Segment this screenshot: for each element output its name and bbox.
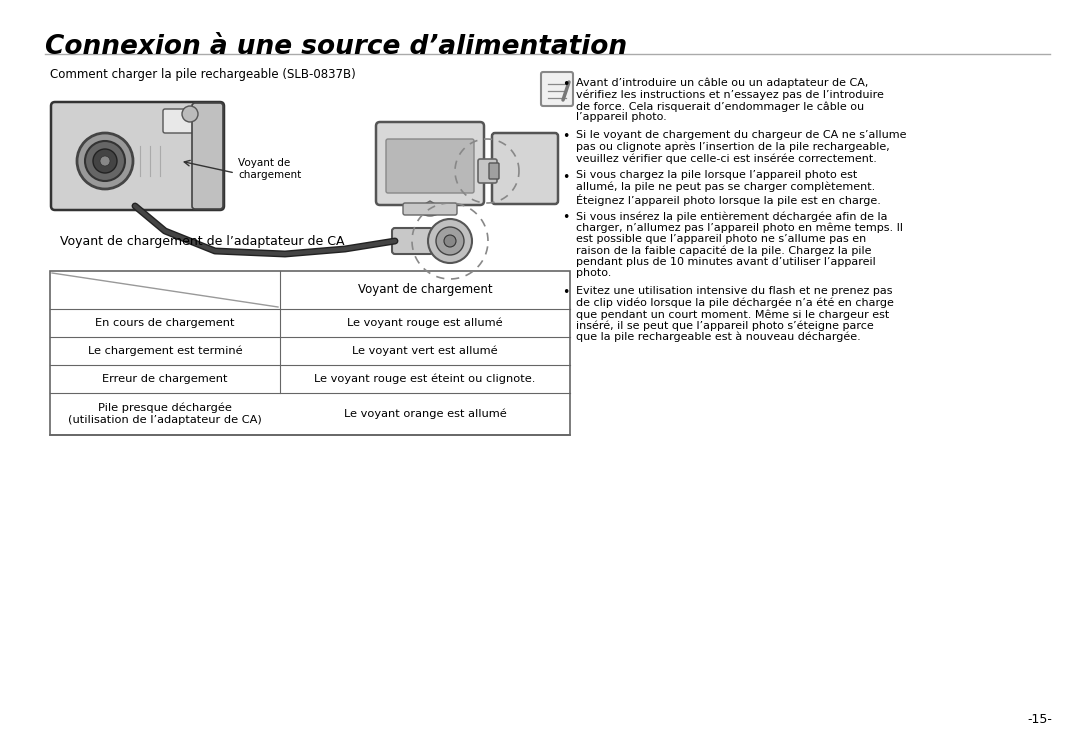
Text: Voyant de chargement de l’adaptateur de CA: Voyant de chargement de l’adaptateur de …	[60, 235, 345, 248]
Text: Le voyant rouge est allumé: Le voyant rouge est allumé	[347, 318, 503, 328]
Circle shape	[100, 156, 110, 166]
Text: pendant plus de 10 minutes avant d’utiliser l’appareil: pendant plus de 10 minutes avant d’utili…	[576, 257, 876, 267]
Text: raison de la faible capacité de la pile. Chargez la pile: raison de la faible capacité de la pile.…	[576, 245, 872, 256]
Circle shape	[85, 141, 125, 181]
Text: Erreur de chargement: Erreur de chargement	[103, 374, 228, 384]
Text: photo.: photo.	[576, 269, 611, 278]
Text: Connexion à une source d’alimentation: Connexion à une source d’alimentation	[45, 34, 627, 60]
Text: est possible que l’appareil photo ne s’allume pas en: est possible que l’appareil photo ne s’a…	[576, 234, 866, 244]
FancyBboxPatch shape	[51, 102, 224, 210]
Text: •: •	[562, 171, 569, 184]
Circle shape	[436, 227, 464, 255]
Text: Le chargement est terminé: Le chargement est terminé	[87, 345, 242, 357]
Text: Si vous chargez la pile lorsque l’appareil photo est: Si vous chargez la pile lorsque l’appare…	[576, 171, 858, 181]
Text: de clip vidéo lorsque la pile déchargée n’a été en charge: de clip vidéo lorsque la pile déchargée …	[576, 298, 894, 308]
FancyBboxPatch shape	[403, 203, 457, 215]
FancyBboxPatch shape	[541, 72, 573, 106]
Text: inséré, il se peut que l’appareil photo s’éteigne parce: inséré, il se peut que l’appareil photo …	[576, 321, 874, 331]
Wedge shape	[417, 201, 443, 216]
Text: Si le voyant de chargement du chargeur de CA ne s’allume: Si le voyant de chargement du chargeur d…	[576, 130, 906, 140]
FancyBboxPatch shape	[478, 159, 497, 183]
Circle shape	[93, 149, 117, 173]
FancyBboxPatch shape	[392, 228, 433, 254]
Text: •: •	[562, 211, 569, 224]
FancyBboxPatch shape	[386, 139, 474, 193]
FancyBboxPatch shape	[492, 133, 558, 204]
Text: Pile presque déchargée
(utilisation de l’adaptateur de CA): Pile presque déchargée (utilisation de l…	[68, 403, 261, 425]
FancyBboxPatch shape	[489, 163, 499, 179]
Text: pas ou clignote après l’insertion de la pile rechargeable,: pas ou clignote après l’insertion de la …	[576, 142, 890, 152]
Circle shape	[77, 133, 133, 189]
FancyBboxPatch shape	[163, 109, 207, 133]
Circle shape	[428, 219, 472, 263]
Text: vérifiez les instructions et n’essayez pas de l’introduire: vérifiez les instructions et n’essayez p…	[576, 90, 883, 100]
Text: Le voyant rouge est éteint ou clignote.: Le voyant rouge est éteint ou clignote.	[314, 374, 536, 384]
Text: Evitez une utilisation intensive du flash et ne prenez pas: Evitez une utilisation intensive du flas…	[576, 286, 892, 296]
Text: l’appareil photo.: l’appareil photo.	[576, 113, 666, 122]
Text: Voyant de chargement: Voyant de chargement	[357, 283, 492, 296]
FancyBboxPatch shape	[376, 122, 484, 205]
Text: charger, n’allumez pas l’appareil photo en même temps. Il: charger, n’allumez pas l’appareil photo …	[576, 222, 903, 233]
Text: que la pile rechargeable est à nouveau déchargée.: que la pile rechargeable est à nouveau d…	[576, 332, 861, 342]
Text: allumé, la pile ne peut pas se charger complètement.: allumé, la pile ne peut pas se charger c…	[576, 182, 875, 192]
FancyBboxPatch shape	[50, 271, 570, 435]
FancyBboxPatch shape	[192, 103, 222, 209]
Text: Le voyant vert est allumé: Le voyant vert est allumé	[352, 345, 498, 357]
Text: -15-: -15-	[1027, 713, 1052, 726]
Circle shape	[183, 106, 198, 122]
Text: Éteignez l’appareil photo lorsque la pile est en charge.: Éteignez l’appareil photo lorsque la pil…	[576, 193, 881, 205]
Text: de force. Cela risquerait d’endommager le câble ou: de force. Cela risquerait d’endommager l…	[576, 101, 864, 111]
Text: Le voyant orange est allumé: Le voyant orange est allumé	[343, 409, 507, 419]
Text: Si vous insérez la pile entièrement déchargée afin de la: Si vous insérez la pile entièrement déch…	[576, 211, 888, 222]
Text: •: •	[562, 130, 569, 143]
Text: •: •	[562, 286, 569, 299]
Text: veuillez vérifier que celle-ci est insérée correctement.: veuillez vérifier que celle-ci est insér…	[576, 153, 877, 163]
Text: Voyant de
chargement: Voyant de chargement	[238, 158, 301, 180]
Text: En cours de chargement: En cours de chargement	[95, 318, 234, 328]
Text: que pendant un court moment. Même si le chargeur est: que pendant un court moment. Même si le …	[576, 309, 889, 319]
Text: Comment charger la pile rechargeable (SLB-0837B): Comment charger la pile rechargeable (SL…	[50, 68, 355, 81]
Circle shape	[444, 235, 456, 247]
Text: Avant d’introduire un câble ou un adaptateur de CA,: Avant d’introduire un câble ou un adapta…	[576, 78, 868, 89]
Text: •: •	[562, 78, 569, 91]
